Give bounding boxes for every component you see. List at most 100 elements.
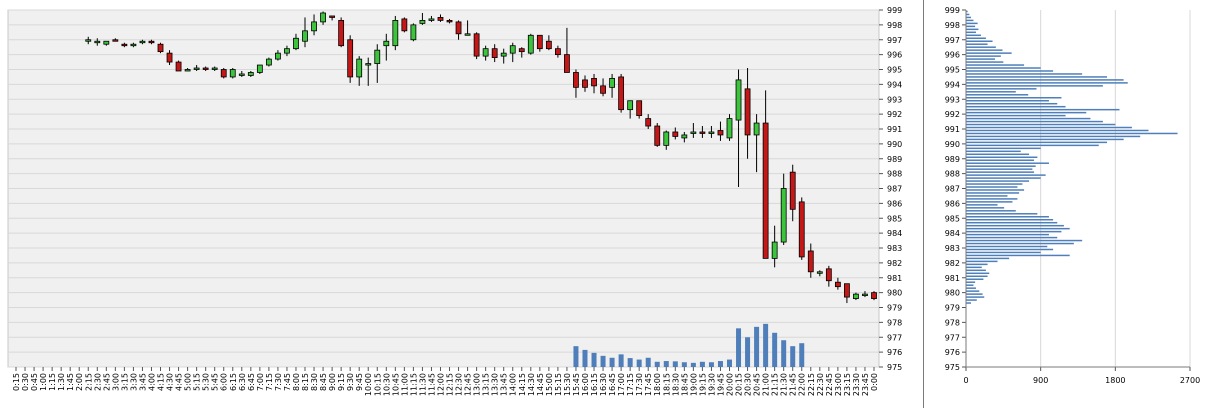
time-tick-label: 23:30 [852, 373, 861, 396]
price-tick-label: 989 [887, 155, 902, 164]
time-tick-label: 7:45 [283, 373, 292, 391]
volume-bar [745, 337, 751, 367]
time-tick-label: 9:30 [346, 373, 355, 391]
candle-down [844, 283, 850, 298]
volume-bar [781, 340, 787, 367]
time-tick-label: 20:45 [753, 373, 762, 396]
time-tick-label: 3:45 [138, 373, 147, 391]
candle-up [275, 52, 281, 60]
price-tick-label: 983 [887, 244, 902, 253]
price-axis: 975 976 977 978 979 980 981 982 983 984 985 986 987 9… [879, 6, 902, 372]
candle-up [320, 12, 326, 23]
profile-price-tick-label: 981 [945, 274, 960, 283]
profile-bar [966, 123, 1116, 126]
volume-bar [609, 357, 615, 367]
candle-down [446, 20, 453, 23]
time-tick-label: 0:15 [12, 373, 21, 391]
price-tick-label: 990 [887, 140, 902, 149]
time-tick-label: 21:45 [789, 373, 798, 396]
price-tick-label: 978 [887, 318, 902, 327]
candle-up [365, 63, 372, 66]
time-tick-label: 23:00 [834, 373, 843, 396]
profile-bar [966, 186, 1018, 188]
profile-bar [966, 156, 1038, 159]
price-tick-label: 997 [887, 36, 902, 45]
profile-bar [966, 260, 998, 263]
candle-up [482, 48, 489, 57]
profile-bar [966, 227, 1070, 230]
candle-down [473, 33, 480, 57]
profile-price-tick-label: 997 [945, 36, 960, 45]
price-tick-label: 988 [887, 170, 902, 179]
profile-price-tick-label: 998 [945, 21, 960, 30]
candle-up [663, 131, 670, 146]
time-tick-label: 10:45 [391, 373, 400, 396]
time-tick-label: 5:15 [193, 373, 202, 391]
profile-bar [966, 174, 1046, 176]
price-gridlines [8, 9, 879, 368]
candle-down [175, 61, 182, 72]
time-tick-label: 14:15 [518, 373, 527, 396]
candle-down [121, 43, 128, 47]
time-tick-label: 10:15 [373, 373, 382, 396]
profile-bar [966, 290, 980, 292]
profile-bar [966, 13, 970, 16]
candle-up [256, 64, 263, 73]
volume-bar [799, 343, 805, 367]
candle-up [419, 20, 426, 24]
price-tick-label: 994 [887, 80, 902, 89]
time-tick-label: 8:00 [292, 373, 301, 391]
candle-up [853, 293, 859, 299]
profile-bar [966, 195, 1008, 197]
candlestick-chart: 975 976 977 978 979 980 981 982 983 984 985 986 987 9… [7, 6, 902, 396]
candle-down [717, 130, 724, 136]
candle-up [428, 18, 435, 21]
profile-volume-tick-label: 900 [1033, 376, 1048, 385]
profile-bar [966, 10, 968, 13]
time-tick-label: 12:30 [455, 373, 464, 396]
time-tick-label: 10:00 [364, 373, 373, 396]
candle-down [600, 85, 606, 94]
candle-down [112, 39, 119, 42]
time-tick-label: 18:45 [680, 373, 689, 396]
price-tick-label: 998 [887, 21, 902, 30]
candle-up [356, 58, 363, 78]
profile-volume-tick-label: 2700 [1180, 376, 1200, 385]
candle-down [636, 100, 643, 117]
profile-bar [966, 126, 1132, 129]
volume-bar [591, 352, 597, 367]
profile-bar [966, 287, 976, 289]
profile-bar [966, 177, 1041, 179]
price-tick-label: 979 [887, 304, 902, 313]
profile-bar [966, 251, 1041, 254]
profile-bar [966, 64, 1025, 66]
profile-price-tick-label: 992 [945, 110, 960, 119]
profile-bar [966, 94, 1029, 96]
candle-up [627, 100, 634, 111]
candle-up [130, 43, 137, 47]
price-tick-label: 975 [887, 363, 902, 372]
profile-bar [966, 239, 1083, 242]
profile-bar [966, 76, 1108, 78]
time-tick-label: 6:45 [247, 373, 256, 391]
time-tick-label: 6:15 [229, 373, 238, 391]
time-tick-label: 19:30 [707, 373, 716, 396]
candle-down [762, 122, 769, 259]
price-tick-label: 986 [887, 199, 902, 208]
candle-up [681, 134, 688, 139]
candle-down [536, 34, 543, 50]
candle-up [410, 24, 417, 41]
time-tick-label: 5:30 [202, 373, 211, 391]
time-tick-label: 14:45 [536, 373, 545, 396]
candle-up [238, 73, 245, 76]
volume-bar [573, 346, 579, 367]
profile-bar [966, 210, 1016, 212]
time-tick-label: 8:30 [310, 373, 319, 391]
candle-up [609, 78, 615, 88]
time-tick-label: 14:30 [527, 373, 536, 396]
profile-bar [966, 147, 1041, 150]
price-tick-label: 976 [887, 348, 902, 357]
candle-down [202, 67, 209, 70]
profile-bar [966, 138, 1124, 141]
volume-bar [582, 349, 588, 367]
